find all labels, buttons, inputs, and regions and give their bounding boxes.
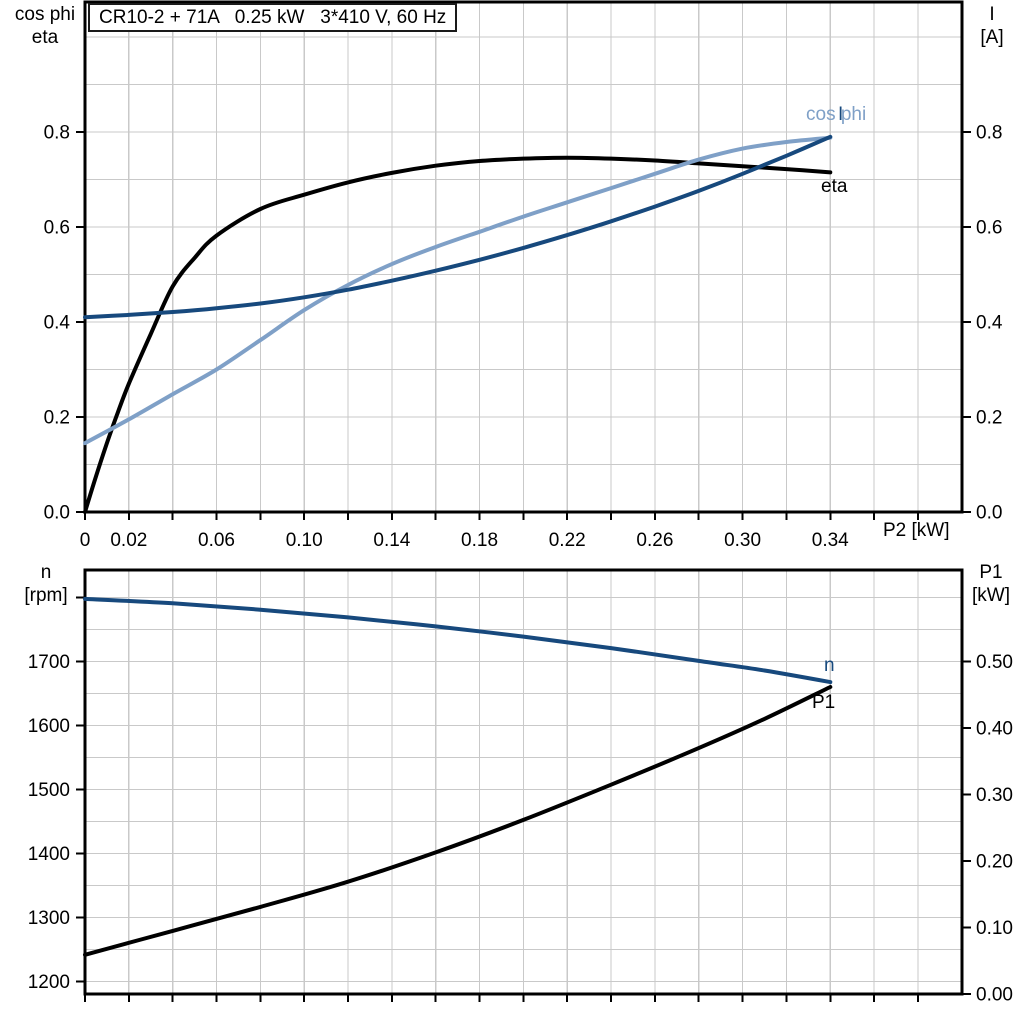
speed-axis-label: n (40, 562, 52, 583)
x-tick-label: 0.34 (812, 530, 849, 551)
y-right-tick-label: 0.20 (976, 852, 1013, 873)
x-axis-unit-label: P2 [kW] (883, 520, 950, 541)
y-left-tick-label: 1600 (28, 716, 70, 737)
y-left-tick-label: 1500 (28, 780, 70, 801)
x-tick-label: 0.26 (636, 530, 673, 551)
current-curve-label: I (838, 104, 844, 125)
x-tick-label: 0.14 (373, 530, 410, 551)
eta-curve-label: eta (821, 176, 848, 197)
y-left-tick-label: 0.4 (44, 313, 71, 334)
bottom-left-axis-title: n [rpm] (6, 561, 86, 607)
y-right-tick-label: 0.0 (976, 503, 1002, 524)
cos-phi-curve-label: cos phi (806, 104, 867, 125)
current-axis-label: I (989, 4, 995, 25)
curve-eta (83, 155, 833, 514)
chart-title: CR10-2 + 71A 0.25 kW 3*410 V, 60 Hz (88, 3, 458, 32)
y-right-tick-label: 0.00 (976, 985, 1013, 1006)
y-right-tick-label: 0.2 (976, 408, 1002, 429)
y-right-tick-label: 0.4 (976, 313, 1003, 334)
top-right-axis-title: I [A] (966, 3, 1018, 49)
bottom-right-axis-title: P1 [kW] (962, 561, 1020, 607)
y-left-tick-label: 1700 (28, 652, 70, 673)
curve-cos-phi (83, 135, 833, 446)
y-right-tick-label: 0.30 (976, 785, 1013, 806)
x-tick-label: 0 (80, 530, 91, 551)
y-left-tick-label: 0.0 (44, 503, 70, 524)
y-right-tick-label: 0.50 (976, 652, 1013, 673)
y-left-tick-label: 0.6 (44, 218, 70, 239)
y-left-tick-label: 1300 (28, 908, 70, 929)
top-left-axis-title: cos phi eta (4, 3, 86, 49)
x-tick-label: 0.10 (286, 530, 323, 551)
curve-i (83, 134, 833, 320)
y-right-tick-label: 0.8 (976, 123, 1002, 144)
p1-axis-label: P1 (979, 562, 1003, 583)
curve-p1 (83, 685, 833, 957)
y-right-tick-label: 0.40 (976, 719, 1013, 740)
x-tick-label: 0.06 (198, 530, 235, 551)
y-left-tick-label: 1200 (28, 972, 70, 993)
y-left-tick-label: 1400 (28, 844, 70, 865)
speed-curve-label: n (824, 655, 835, 676)
speed-unit-label: [rpm] (24, 585, 68, 606)
eta-axis-label: eta (31, 27, 59, 48)
y-left-tick-label: 0.2 (44, 408, 70, 429)
y-right-tick-label: 0.6 (976, 218, 1002, 239)
current-unit-label: [A] (980, 27, 1004, 48)
x-tick-label: 0.30 (724, 530, 761, 551)
y-left-tick-label: 0.8 (44, 123, 70, 144)
x-tick-label: 0.22 (549, 530, 586, 551)
cos-phi-axis-label: cos phi (14, 4, 76, 25)
p1-curve-label: P1 (812, 692, 836, 713)
p1-unit-label: [kW] (972, 585, 1010, 606)
curve-n (83, 596, 833, 685)
x-tick-label: 0.02 (110, 530, 147, 551)
x-tick-label: 0.18 (461, 530, 498, 551)
y-right-tick-label: 0.10 (976, 918, 1013, 939)
